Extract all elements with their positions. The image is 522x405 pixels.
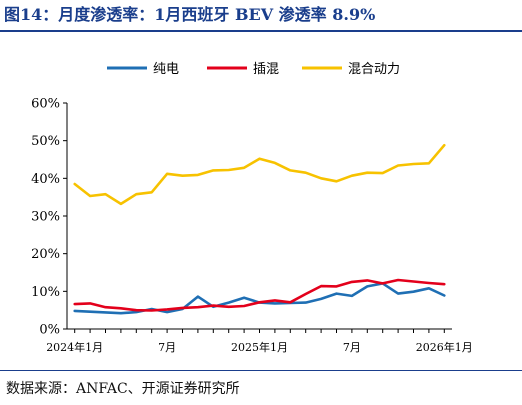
y-tick-label: 10% [31, 285, 60, 300]
series-lines [73, 143, 446, 315]
x-tick-label: 7月 [158, 341, 176, 354]
chart-legend: 纯电 插混 混合动力 [107, 62, 400, 77]
x-axis: 2024年1月 7月 2025年1月 7月 2026年1月 [46, 328, 473, 354]
y-axis: 0% 10% 20% 30% 40% 50% 60% [31, 97, 68, 338]
y-tick-label: 40% [31, 172, 60, 187]
y-tick-label: 50% [31, 134, 60, 149]
legend-label: 纯电 [153, 62, 179, 77]
y-tick-label: 0% [39, 323, 60, 338]
line-chart: 纯电 插混 混合动力 0%10%20%30%40%50%60% 2024年1月 7月 2… [31, 62, 473, 354]
x-tick-label: 2025年1月 [231, 340, 288, 354]
data-source-note: 数据来源：ANFAC、开源证券研究所 [6, 381, 240, 397]
y-tick-label: 60% [31, 97, 60, 112]
x-tick-label: 2026年1月 [416, 340, 473, 354]
x-tick-label: 2024年1月 [46, 340, 103, 354]
series-line-3 [73, 143, 446, 206]
series-line-2 [73, 278, 446, 312]
page-title: 图14：月度渗透率：1月西班牙 BEV 渗透率 8.9% [4, 5, 376, 24]
legend-label: 插混 [253, 62, 279, 77]
legend-label: 混合动力 [348, 62, 400, 77]
source-divider [0, 370, 522, 371]
y-tick-label: 30% [31, 210, 60, 225]
x-tick-label: 7月 [343, 341, 361, 354]
y-tick-label: 20% [31, 247, 60, 262]
title-divider [0, 30, 522, 32]
